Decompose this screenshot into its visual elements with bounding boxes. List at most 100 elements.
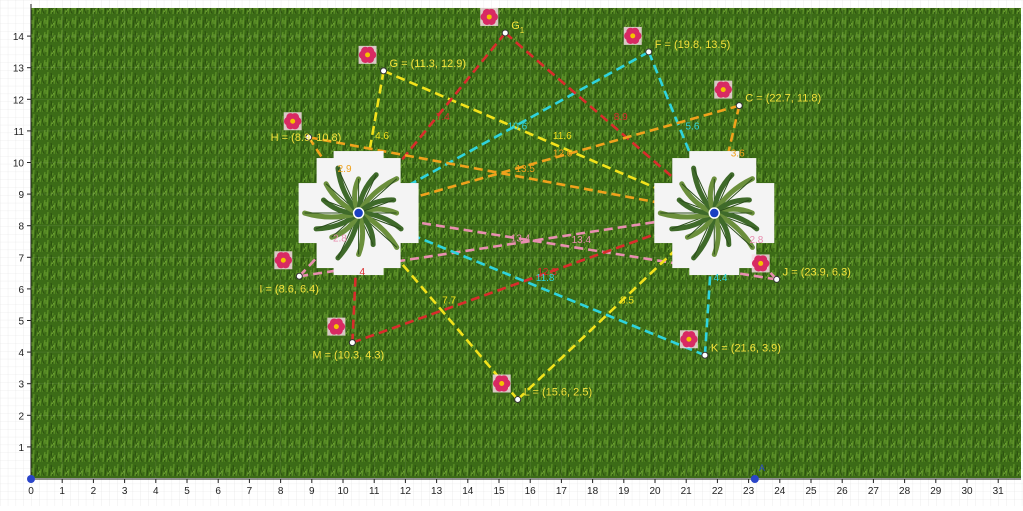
segment-length-label: 12.3 (537, 267, 557, 278)
y-tick-label: 14 (13, 32, 25, 43)
y-tick-label: 8 (18, 222, 24, 233)
x-tick-label: 11 (369, 486, 380, 497)
segment-H-right[interactable] (308, 135, 715, 215)
x-tick-label: 1 (59, 486, 65, 497)
point-L[interactable] (514, 396, 522, 403)
point-label-M: M = (10.3, 4.3) (312, 350, 384, 362)
axis-point-label: A (759, 463, 765, 473)
point-label-F: F = (19.8, 13.5) (655, 39, 731, 51)
segment-length-label: 12.6 (553, 148, 573, 159)
segment-length-label: 4 (359, 267, 365, 278)
segment-length-label: 4.6 (375, 131, 389, 142)
segment-M-right[interactable] (351, 211, 715, 344)
segment-length-label: 11.8 (536, 273, 555, 284)
palm-layer (298, 151, 775, 276)
y-tick-label: 11 (14, 127, 25, 138)
flower-K[interactable]: K = (21.6, 3.9) (679, 330, 781, 359)
point-label-H: H = (8.9, 10.8) (271, 132, 342, 144)
segment-length-label: 3.6 (731, 148, 745, 159)
point-label-I: I = (8.6, 6.4) (259, 283, 319, 295)
y-tick-label: 4 (18, 348, 24, 359)
point-C[interactable] (735, 102, 743, 110)
segment-length-label: 2.9 (338, 164, 352, 175)
segment-length-label: 4.4 (714, 273, 728, 284)
right-palm-center-point[interactable] (708, 207, 721, 219)
segment-length-label: 10.6 (508, 121, 528, 132)
x-tick-label: 14 (462, 486, 474, 497)
y-tick-label: 6 (18, 285, 24, 296)
x-tick-label: 13 (431, 486, 443, 497)
x-tick-label: 8 (278, 486, 284, 497)
x-tick-label: 7 (247, 486, 253, 497)
segment-length-label: 5.6 (686, 121, 700, 132)
flower-F[interactable]: F = (19.8, 13.5) (623, 26, 731, 56)
x-tick-label: 22 (712, 486, 724, 497)
flower-C[interactable]: C = (22.7, 11.8) (714, 80, 821, 110)
flower-G[interactable]: G = (11.3, 12.9) (358, 45, 467, 75)
origin-point[interactable] (27, 475, 35, 483)
x-tick-label: 6 (215, 486, 221, 497)
x-tick-label: 31 (993, 486, 1005, 497)
point-G[interactable] (380, 67, 388, 75)
segment-M-left[interactable] (351, 212, 360, 343)
x-tick-label: 12 (400, 486, 412, 497)
x-tick-label: 17 (556, 486, 568, 497)
point-H[interactable] (305, 133, 313, 141)
y-tick-label: 9 (18, 190, 24, 201)
segment-length-label: 2.8 (749, 235, 763, 246)
segment-length-label: 7.7 (442, 295, 456, 306)
flower-J[interactable]: J = (23.9, 6.3) (751, 254, 851, 283)
left-palm-image[interactable] (298, 151, 419, 276)
x-tick-label: 25 (805, 486, 817, 497)
flower-L[interactable]: L = (15.6, 2.5) (492, 374, 592, 403)
point-J[interactable] (773, 275, 781, 283)
y-tick-label: 13 (13, 64, 25, 75)
x-tick-label: 27 (868, 486, 880, 497)
y-tick-label: 2 (18, 411, 24, 422)
y-tick-label: 5 (18, 317, 24, 328)
right-palm-image[interactable] (654, 151, 775, 276)
x-tick-label: 23 (743, 486, 755, 497)
segment-length-label: 11.6 (553, 131, 572, 142)
x-tick-label: 4 (153, 486, 159, 497)
x-tick-label: 15 (493, 486, 505, 497)
segment-length-label: 13.4 (511, 234, 531, 245)
flower-M[interactable]: M = (10.3, 4.3) (312, 317, 384, 362)
point-label-K: K = (21.6, 3.9) (711, 342, 781, 354)
flower-H[interactable]: H = (8.9, 10.8) (271, 112, 342, 144)
y-tick-label: 1 (18, 443, 24, 454)
segment-length-label: 2.8 (333, 234, 347, 245)
segment-length-label: 7.4 (436, 112, 450, 123)
segment-length-label: 13.4 (572, 235, 592, 246)
x-tick-label: 5 (184, 486, 190, 497)
segment-length-label: 8.9 (614, 112, 628, 123)
point-label-J: J = (23.9, 6.3) (783, 266, 851, 278)
axis-point[interactable] (750, 475, 759, 483)
point-G1[interactable] (501, 29, 509, 37)
point-F[interactable] (645, 48, 653, 56)
segment-C-left[interactable] (358, 104, 740, 215)
x-tick-label: 21 (681, 486, 693, 497)
flower-I[interactable]: I = (8.6, 6.4) (259, 251, 319, 295)
x-tick-label: 18 (587, 486, 599, 497)
point-label-G: G = (11.3, 12.9) (390, 58, 467, 70)
y-tick-label: 3 (18, 380, 24, 391)
point-label-L: L = (15.6, 2.5) (524, 387, 592, 399)
x-tick-label: 20 (649, 486, 661, 497)
x-tick-label: 26 (837, 486, 849, 497)
x-tick-label: 30 (961, 486, 973, 497)
x-tick-label: 3 (122, 486, 128, 497)
x-tick-label: 19 (618, 486, 630, 497)
x-tick-label: 0 (28, 486, 34, 497)
point-M[interactable] (348, 339, 356, 347)
segment-labels: 4.6 11.6 10.6 5.6 7.4 8.9 12.6 3.6 2.9 13.5 2.8 13.… (333, 112, 764, 306)
x-tick-label: 29 (930, 486, 942, 497)
axis-layer: 0 1 2 3 4 5 6 7 8 9 10 11 12 13 14 15 16 17 18 19 20 21 22 23 24… (13, 4, 1021, 497)
point-K[interactable] (701, 351, 709, 359)
segment-G1-left[interactable] (357, 32, 507, 214)
left-palm-center-point[interactable] (352, 207, 365, 219)
flower-layer: G1F = (19.8, 13.5)G = (11.3, 12.9)C = (2… (259, 7, 851, 403)
point-I[interactable] (295, 272, 303, 280)
